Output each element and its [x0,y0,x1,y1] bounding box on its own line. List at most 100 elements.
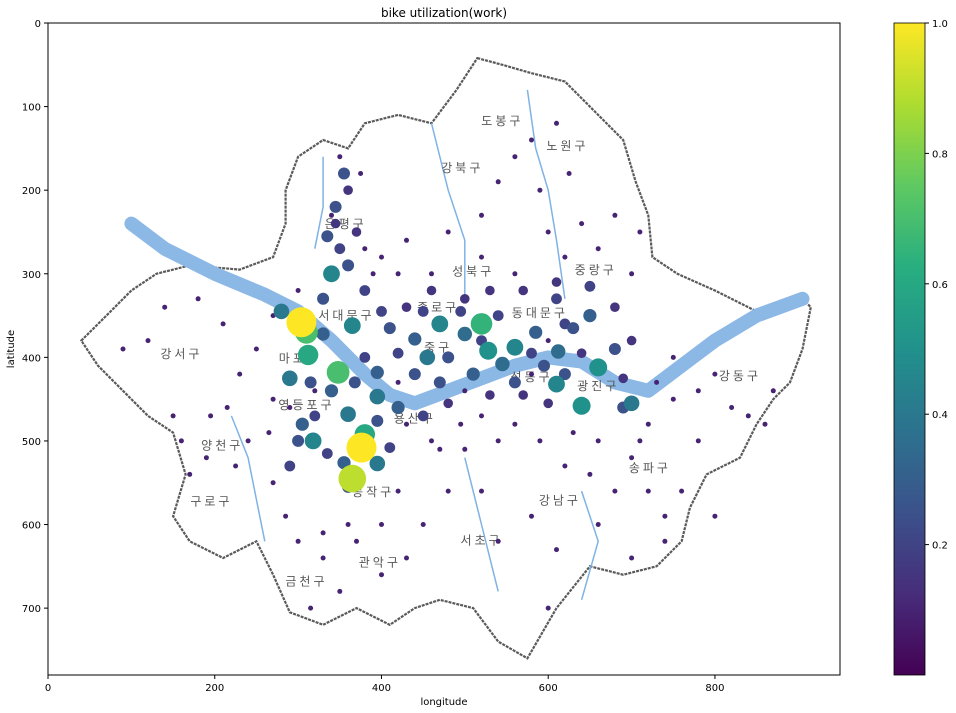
data-point [379,254,384,260]
data-point [220,321,226,327]
data-point [321,230,334,243]
data-point [442,351,455,364]
data-point [391,400,405,415]
x-tick-label: 800 [705,683,724,694]
data-point [695,438,701,444]
data-point [729,405,735,410]
x-tick-label: 600 [539,683,558,694]
data-point [662,513,668,519]
data-point [695,388,701,394]
data-point [583,309,597,323]
x-axis-label: longitude [420,697,467,708]
data-point [470,313,493,335]
data-point [395,379,401,385]
data-point [679,488,685,494]
x-axis: 0 200 400 600 800 [45,675,724,694]
data-point [455,306,467,317]
data-point [323,265,340,283]
x-tick-label: 400 [372,683,391,694]
data-point [595,438,601,444]
data-point [485,390,495,400]
data-point [512,271,518,277]
data-point [670,396,676,402]
y-tick-label: 500 [22,437,41,448]
data-point [369,388,386,405]
data-point [462,446,468,452]
data-point [343,317,361,334]
data-point [495,356,510,372]
data-point [162,304,168,310]
stream-5 [580,490,599,601]
colorbar-tick-label: 0.8 [932,149,948,160]
data-point [417,306,429,317]
data-point [253,346,259,352]
data-point [537,438,543,444]
data-point [584,280,596,292]
data-point [623,395,640,412]
data-point [329,200,342,213]
y-tick-label: 400 [22,353,41,364]
data-point [529,137,534,143]
data-point [383,322,396,335]
data-point [170,413,176,419]
data-point [283,513,289,519]
data-point [610,302,620,313]
data-point [370,271,376,277]
data-points [120,120,776,611]
data-point [317,292,330,305]
data-point [429,438,434,444]
data-point [637,229,643,235]
data-point [545,338,551,344]
district-label: 동대문구 [512,306,568,320]
district-label: 강동구 [719,369,761,383]
data-point [618,373,628,384]
district-label: 동작구 [352,485,394,499]
data-point [492,310,504,321]
data-point [460,294,470,304]
data-point [545,229,551,235]
data-point [562,254,568,260]
data-point [626,335,637,346]
data-point [282,370,298,387]
data-point [495,179,501,185]
colorbar-tick-label: 0.6 [932,280,948,291]
stream-0 [526,89,566,299]
data-point [608,343,621,355]
data-point [538,359,550,372]
data-point [379,572,384,578]
data-point [395,271,401,277]
data-point [518,285,528,296]
data-point [670,354,676,360]
data-point [284,460,296,472]
data-point [712,371,718,377]
data-point [612,212,618,218]
y-tick-label: 0 [35,19,41,30]
district-label: 양천구 [201,437,243,452]
data-point [408,332,422,346]
colorbar-tick-label: 0.2 [932,541,948,552]
data-point [629,555,635,561]
data-point [358,171,364,176]
data-point [270,396,276,402]
data-point [537,187,543,193]
data-point [324,384,339,398]
data-point [309,410,321,422]
data-point [273,303,290,320]
y-tick-label: 100 [22,103,41,114]
data-point [462,388,468,394]
data-point [429,271,434,277]
y-tick-label: 600 [22,521,41,532]
stream-3 [230,415,266,542]
data-point [237,371,243,377]
x-tick-label: 0 [45,683,51,694]
data-point [529,371,534,377]
data-point [195,296,201,302]
data-point [245,438,251,444]
data-point [512,421,518,427]
data-point [629,455,635,461]
data-point [479,341,498,360]
data-point [295,288,301,293]
data-point [419,349,436,366]
data-point [645,421,651,427]
